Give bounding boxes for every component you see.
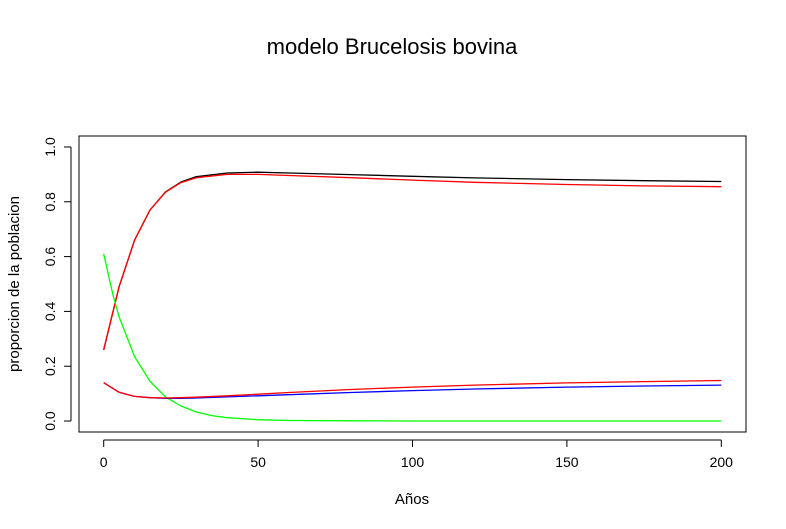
y-axis: 0.0 0.2 0.4 0.6 0.8 1.0	[42, 137, 72, 431]
x-axis-label: Años	[395, 491, 429, 508]
y-tick-label: 1.0	[42, 137, 58, 157]
x-tick-label: 100	[401, 454, 425, 470]
series-line-3	[103, 253, 722, 422]
x-tick-label: 0	[100, 454, 108, 470]
x-tick-label: 150	[555, 454, 579, 470]
y-tick-label: 0.2	[42, 356, 58, 376]
series-line-4	[103, 382, 722, 399]
series-line-2	[103, 173, 722, 350]
y-tick-label: 0.6	[42, 247, 58, 267]
x-tick-label: 50	[250, 454, 266, 470]
y-tick-label: 0.4	[42, 301, 58, 321]
series-layer	[103, 171, 722, 422]
y-tick-label: 0.8	[42, 192, 58, 212]
y-axis-label: proporcion de la poblacion	[6, 196, 23, 372]
series-line-1	[103, 171, 722, 350]
x-tick-label: 200	[710, 454, 734, 470]
chart-title: modelo Brucelosis bovina	[267, 34, 518, 59]
plot-frame	[78, 135, 747, 433]
y-tick-label: 0.0	[42, 411, 58, 431]
series-line-5	[103, 379, 722, 399]
x-axis: 0 50 100 150 200	[100, 439, 734, 470]
